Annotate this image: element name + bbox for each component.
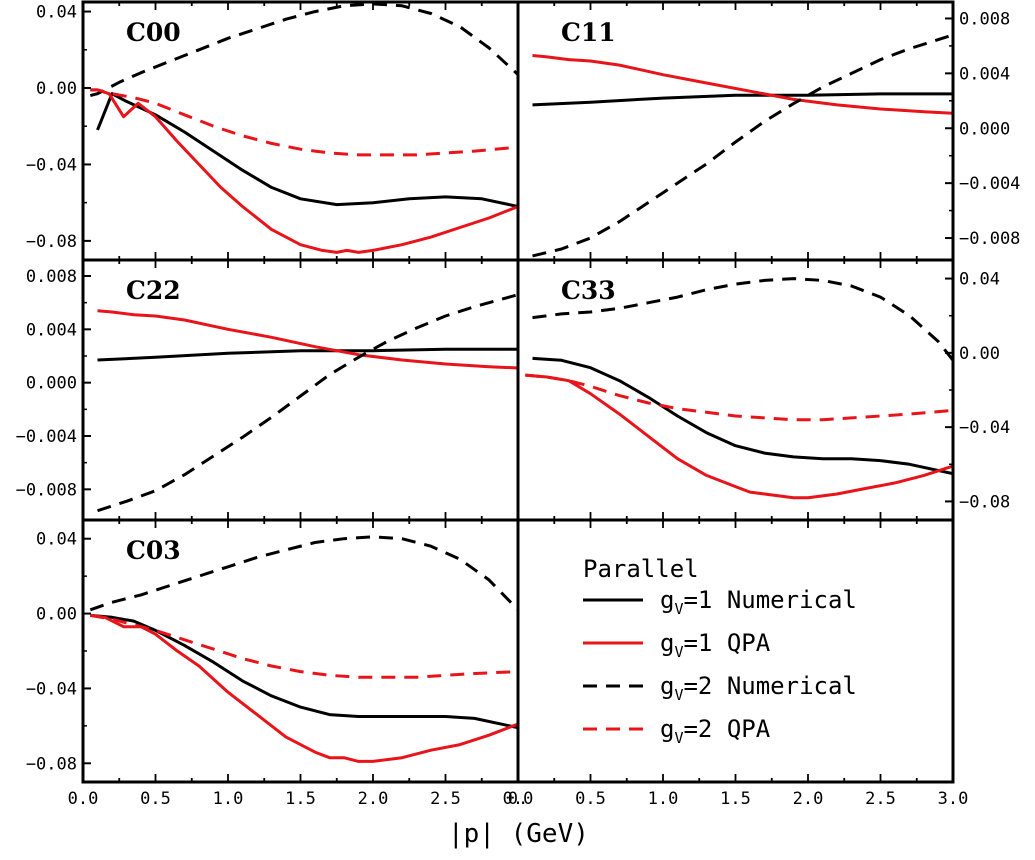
panel-label: C03	[126, 536, 181, 565]
y-tick-label: −0.08	[959, 492, 1010, 512]
y-tick-label: −0.04	[26, 155, 77, 175]
y-tick-label: 0.00	[36, 79, 77, 99]
panel-label: C33	[561, 276, 616, 305]
red-dashed-curve	[525, 373, 953, 422]
x-tick-label: 1.5	[285, 789, 316, 809]
y-tick-label: −0.008	[959, 229, 1020, 249]
panel-c00: C00 0.04 0.00 −0.04 −0.08	[26, 2, 518, 254]
y-tick-label: −0.08	[26, 754, 77, 774]
legend: Parallel gV=1 Numerical gV=1 QPA gV=2 Nume…	[583, 555, 857, 747]
legend-label-3: gV=2 Numerical	[660, 672, 857, 704]
black-dashed-curve	[532, 33, 953, 258]
red-solid-curve	[90, 613, 518, 763]
black-dashed-curve	[97, 293, 518, 513]
panel-label: C22	[126, 276, 181, 305]
x-tick-label: 2.5	[430, 789, 461, 809]
x-tick-label: 1.5	[720, 789, 751, 809]
x-tick-label: 2.5	[865, 789, 896, 809]
panel-label: C11	[561, 18, 616, 47]
y-tick-label: 0.004	[26, 320, 77, 340]
y-tick-label: −0.004	[16, 427, 77, 447]
x-tick-label: 2.0	[793, 789, 824, 809]
y-tick-label: −0.004	[959, 174, 1020, 194]
panel-c33: C33 0.04 0.00 −0.04 −0.08	[525, 270, 1010, 512]
y-tick-label: 0.004	[959, 64, 1010, 84]
red-solid-curve	[97, 309, 518, 370]
x-axis-label: |p| (GeV)	[448, 819, 589, 849]
y-tick-label: 0.000	[959, 119, 1010, 139]
x-tick-label: 0.0	[68, 789, 99, 809]
legend-label-1: gV=1 Numerical	[660, 586, 857, 618]
y-tick-label: −0.008	[16, 480, 77, 500]
x-tick-label: 0.	[508, 789, 528, 809]
black-dashed-curve	[89, 2, 518, 98]
y-tick-label: 0.000	[26, 374, 77, 394]
y-tick-label: 0.04	[959, 270, 1000, 290]
black-solid-curve	[90, 613, 518, 730]
x-tick-label: 0.5	[575, 789, 606, 809]
black-dashed-curve	[89, 535, 518, 612]
black-dashed-curve	[532, 277, 953, 362]
legend-label-2: gV=1 QPA	[660, 629, 771, 661]
black-solid-curve	[96, 92, 518, 208]
y-tick-label: −0.08	[26, 232, 77, 252]
y-tick-label: 0.04	[36, 3, 77, 23]
panel-label: C00	[126, 18, 181, 47]
x-tick-label: 1.0	[213, 789, 244, 809]
panels: C00 0.04 0.00 −0.04 −0.08 C11 0.008 0.004 0.000 −…	[16, 0, 1020, 809]
black-solid-curve	[97, 347, 518, 362]
x-tick-label: 0.0	[503, 789, 534, 809]
black-solid-curve	[532, 92, 953, 107]
x-tick-label: 0.5	[140, 789, 171, 809]
legend-title: Parallel	[583, 555, 699, 583]
y-tick-label: −0.04	[959, 418, 1010, 438]
panel-c03: C03 0.04 0.00 −0.04 −0.08	[26, 530, 518, 774]
x-tick-label: 2.0	[358, 789, 389, 809]
panel-c11: C11 0.008 0.004 0.000 −0.004 −0.008	[532, 9, 1020, 258]
y-tick-label: 0.008	[959, 9, 1010, 29]
y-tick-label: −0.04	[26, 679, 77, 699]
x-tick-label: 1.0	[648, 789, 679, 809]
y-tick-label: 0.00	[36, 605, 77, 625]
red-solid-curve	[532, 54, 953, 115]
x-tick-label: 3.0	[938, 789, 969, 809]
red-dashed-curve	[90, 613, 518, 679]
y-tick-label: 0.04	[36, 530, 77, 550]
red-solid-curve	[525, 373, 953, 500]
panel-c22: C22 0.008 0.004 0.000 −0.004 −0.008	[16, 267, 518, 513]
black-solid-curve	[532, 356, 953, 476]
y-tick-label: 0.008	[26, 267, 77, 287]
legend-label-4: gV=2 QPA	[660, 715, 771, 747]
red-dashed-curve	[90, 88, 518, 157]
red-solid-curve	[90, 88, 518, 254]
y-tick-label: 0.00	[959, 344, 1000, 364]
